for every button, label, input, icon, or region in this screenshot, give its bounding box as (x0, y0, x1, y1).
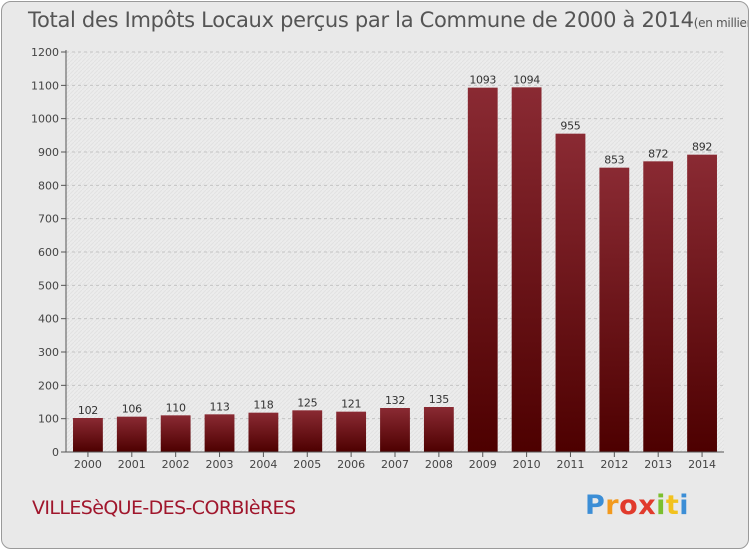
x-tick-label: 2008 (425, 458, 453, 471)
proxiti-logo[interactable]: Proxiti (585, 490, 690, 521)
bar-2013 (643, 161, 674, 453)
y-tick-label: 600 (38, 246, 59, 259)
chart-title: Total des Impôts Locaux perçus par la Co… (28, 8, 748, 32)
bar-2006 (336, 411, 367, 452)
bar-2001 (116, 416, 147, 452)
bar-2010 (511, 87, 542, 452)
y-tick-label: 300 (38, 346, 59, 359)
y-tick-label: 900 (38, 146, 59, 159)
bar-2009 (467, 87, 498, 453)
y-tick-label: 700 (38, 213, 59, 226)
data-label: 110 (166, 401, 186, 414)
x-tick-label: 2010 (513, 458, 541, 471)
x-tick-label: 2013 (644, 458, 672, 471)
x-tick-label: 2009 (469, 458, 497, 471)
data-label: 121 (341, 398, 361, 411)
x-tick-label: 2003 (206, 458, 234, 471)
bar-2002 (160, 415, 191, 452)
y-tick-label: 400 (38, 313, 59, 326)
data-label: 118 (253, 399, 273, 412)
bar-2000 (73, 418, 103, 452)
data-label: 106 (122, 403, 142, 416)
chart-title-unit: (en milliers d'€) (693, 16, 748, 30)
data-label: 872 (648, 147, 668, 160)
data-label: 1094 (513, 73, 540, 86)
y-tick-label: 200 (38, 379, 59, 392)
data-label: 135 (429, 393, 449, 406)
data-label: 125 (297, 396, 317, 409)
y-tick-label: 1000 (31, 113, 59, 126)
x-tick-label: 2004 (249, 458, 277, 471)
bar-2011 (555, 133, 586, 452)
x-tick-label: 2012 (600, 458, 628, 471)
data-label: 853 (604, 154, 624, 167)
data-label: 113 (209, 400, 229, 413)
bar-2012 (599, 167, 630, 452)
bar-2007 (380, 408, 410, 452)
data-label: 1093 (469, 74, 496, 87)
x-tick-label: 2011 (556, 458, 584, 471)
chart-title-text: Total des Impôts Locaux perçus par la Co… (28, 8, 694, 32)
x-tick-label: 2000 (74, 458, 102, 471)
y-tick-label: 800 (38, 179, 59, 192)
bar-2004 (248, 412, 279, 452)
bar-2014 (687, 154, 717, 452)
data-label: 892 (692, 141, 712, 154)
data-label: 132 (385, 394, 405, 407)
data-label: 955 (560, 120, 580, 133)
y-tick-label: 1100 (31, 79, 59, 92)
data-label: 102 (78, 404, 98, 417)
x-tick-label: 2001 (118, 458, 146, 471)
y-tick-label: 0 (52, 446, 59, 459)
y-tick-label: 100 (38, 413, 59, 426)
bar-2008 (423, 407, 454, 452)
bar-2003 (204, 414, 235, 452)
x-tick-label: 2002 (162, 458, 190, 471)
y-tick-label: 1200 (31, 46, 59, 59)
x-tick-label: 2005 (293, 458, 321, 471)
y-tick-label: 500 (38, 279, 59, 292)
commune-name: VILLESèQUE-DES-CORBIèRES (32, 497, 296, 519)
x-tick-label: 2007 (381, 458, 409, 471)
x-tick-label: 2006 (337, 458, 365, 471)
bar-2005 (292, 410, 323, 452)
x-tick-label: 2014 (688, 458, 716, 471)
